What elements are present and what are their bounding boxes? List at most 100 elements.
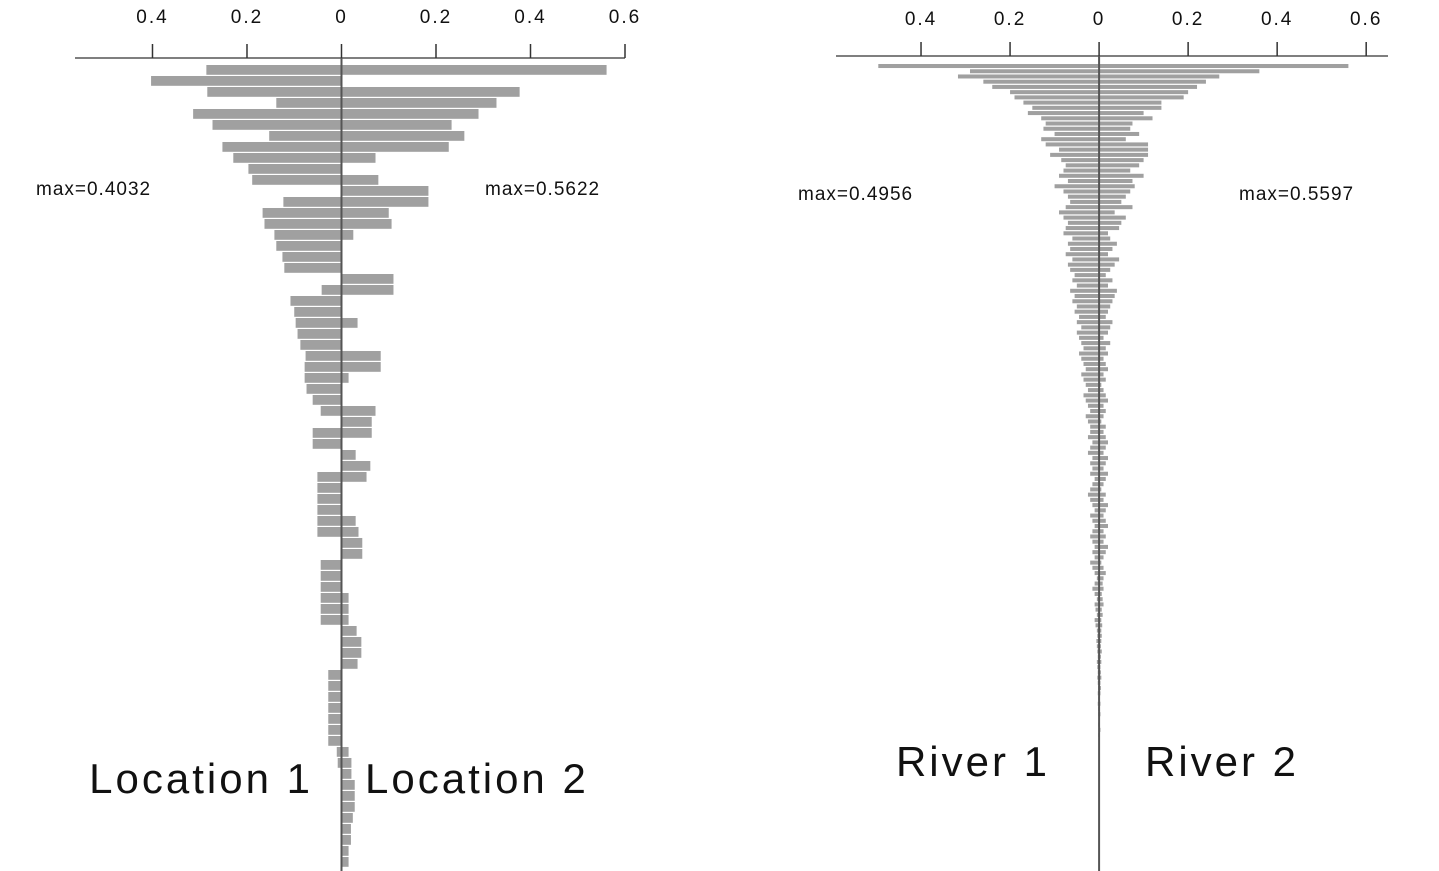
bar — [1099, 330, 1108, 335]
bar — [294, 307, 342, 317]
bar — [337, 758, 342, 768]
bar — [1099, 304, 1111, 309]
bar — [1072, 257, 1100, 262]
bar — [1072, 299, 1100, 304]
bar — [1090, 497, 1100, 502]
bar — [957, 74, 1100, 79]
bar — [1099, 147, 1149, 152]
bar — [328, 736, 342, 746]
x-tick-label: 0.4 — [514, 7, 546, 28]
bar — [1099, 210, 1115, 215]
bar — [1070, 246, 1100, 251]
x-tick-label: 0.2 — [994, 9, 1026, 30]
bar — [1099, 497, 1104, 502]
bar — [1099, 649, 1102, 654]
bar — [1099, 137, 1126, 142]
bar — [1099, 539, 1104, 544]
bar — [341, 318, 358, 328]
bar — [1090, 461, 1100, 466]
bar — [341, 153, 376, 163]
bar — [1099, 341, 1111, 346]
bar — [1099, 226, 1120, 231]
bar — [1063, 168, 1100, 173]
bar — [233, 153, 342, 163]
bar — [1067, 194, 1100, 199]
bar — [1099, 623, 1103, 628]
bar — [320, 406, 342, 416]
series-label: River 2 — [1145, 738, 1299, 785]
bar — [341, 373, 349, 383]
bar — [1094, 524, 1100, 529]
bar — [207, 87, 342, 97]
bar — [312, 428, 342, 438]
bar — [1099, 403, 1104, 408]
bar — [276, 98, 342, 108]
bar — [320, 571, 342, 581]
bar — [1092, 529, 1100, 534]
bar — [317, 505, 342, 515]
bar — [1085, 414, 1100, 419]
bar — [341, 461, 371, 471]
bar — [1099, 314, 1106, 319]
bar — [1099, 220, 1122, 225]
bar — [1099, 492, 1106, 497]
bar — [312, 395, 342, 405]
bar — [1099, 571, 1106, 576]
bar — [212, 120, 342, 130]
x-tick-label: 0.6 — [609, 7, 641, 28]
bar — [282, 252, 342, 262]
bar — [1090, 445, 1100, 450]
bar — [1094, 555, 1100, 560]
bar — [1099, 388, 1104, 393]
bar — [1099, 456, 1108, 461]
bar — [341, 813, 353, 823]
bar — [341, 846, 349, 856]
bar — [317, 483, 342, 493]
bar — [341, 142, 449, 152]
bar — [992, 84, 1100, 89]
bar — [1059, 210, 1100, 215]
bar — [1099, 440, 1108, 445]
bar — [1094, 544, 1100, 549]
bar — [1099, 450, 1104, 455]
bar — [1099, 633, 1102, 638]
bar — [1099, 335, 1104, 340]
bar — [1099, 79, 1206, 84]
bar — [1096, 639, 1100, 644]
series-label: River 1 — [896, 738, 1050, 785]
bar — [1099, 560, 1102, 565]
x-tick-label: 0.4 — [905, 9, 937, 30]
bar — [1094, 508, 1100, 513]
bar — [1045, 121, 1100, 126]
bar — [1065, 252, 1100, 257]
bar — [1095, 623, 1100, 628]
bar — [1099, 90, 1189, 95]
bar — [1092, 565, 1100, 570]
bar — [1099, 351, 1108, 356]
bar — [1099, 325, 1111, 330]
bar — [269, 131, 342, 141]
bar — [341, 824, 351, 834]
bar — [1094, 618, 1100, 623]
bar — [1099, 461, 1106, 466]
annotation: max=0.4956 — [798, 184, 913, 205]
bar — [306, 384, 342, 394]
bar — [341, 758, 352, 768]
bar — [1099, 257, 1120, 262]
bar — [1099, 179, 1133, 184]
bar — [1099, 173, 1144, 178]
bar — [1090, 487, 1100, 492]
bar — [341, 604, 349, 614]
bar — [1099, 607, 1102, 612]
bar — [1092, 466, 1100, 471]
bar — [1099, 126, 1131, 131]
bar — [1099, 393, 1106, 398]
bar — [1063, 189, 1100, 194]
bar — [1076, 304, 1100, 309]
bar — [317, 527, 342, 537]
bar — [1099, 184, 1135, 189]
bar — [1099, 445, 1106, 450]
bar — [1081, 372, 1100, 377]
bar — [341, 428, 372, 438]
bar — [1099, 529, 1104, 534]
